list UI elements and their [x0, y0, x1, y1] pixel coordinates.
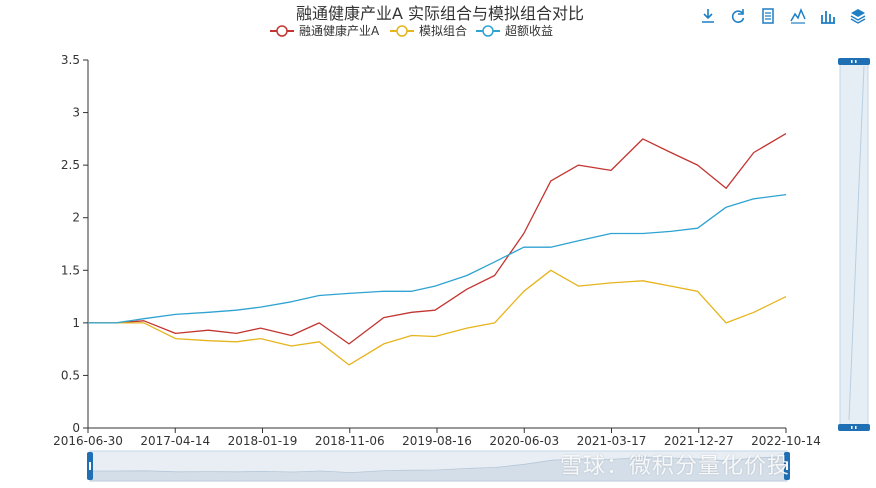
x-tick-label: 2020-06-03	[489, 434, 559, 448]
download-icon[interactable]	[698, 6, 718, 26]
slider-track[interactable]	[839, 61, 869, 429]
series-line-2	[88, 269, 787, 366]
bar-chart-icon[interactable]	[818, 6, 838, 26]
y-tick-label: 3.5	[61, 53, 80, 67]
slider-handle-grip	[855, 60, 857, 63]
y-tick-label: 2	[72, 211, 80, 225]
chart-legend: 融通健康产业A 模拟组合 超额收益	[270, 23, 553, 38]
zoom-handle-grip	[786, 462, 788, 470]
data-view-icon[interactable]	[758, 6, 778, 26]
slider-handle[interactable]	[838, 58, 870, 65]
y-tick-label: 1	[72, 316, 80, 330]
stack-icon[interactable]	[848, 6, 868, 26]
legend-swatch-marker	[482, 25, 494, 37]
slider-handle-grip	[851, 426, 853, 429]
chart-axes: 0 0.5 1 1.5 2 2.5 3 3.5 2016-06-30 2017-04-14 2018…	[53, 53, 821, 448]
slider-preview-line	[848, 65, 865, 421]
y-tick-label: 1.5	[61, 263, 80, 277]
legend-swatch-marker	[396, 25, 408, 37]
refresh-icon[interactable]	[728, 6, 748, 26]
data-zoom-bar[interactable]	[87, 450, 790, 482]
y-tick-label: 2.5	[61, 158, 80, 172]
chart-title: 融通健康产业A 实际组合与模拟组合对比	[296, 4, 584, 23]
x-tick-label: 2019-08-16	[402, 434, 472, 448]
zoom-preview-area	[89, 456, 788, 482]
y-tick-label: 0.5	[61, 368, 80, 382]
x-tick-label: 2016-06-30	[53, 434, 123, 448]
y-tick-label: 0	[72, 421, 80, 435]
range-slider[interactable]	[838, 58, 870, 431]
legend-label[interactable]: 超额收益	[505, 23, 553, 38]
slider-handle-grip	[851, 60, 853, 63]
slider-handle[interactable]	[838, 424, 870, 431]
series-group	[88, 133, 787, 366]
x-tick-label: 2021-03-17	[577, 434, 647, 448]
line-chart-icon[interactable]	[788, 6, 808, 26]
legend-label[interactable]: 模拟组合	[419, 23, 467, 38]
chart-toolbox	[698, 6, 868, 26]
x-tick-label: 2022-10-14	[751, 434, 821, 448]
legend-label[interactable]: 融通健康产业A	[299, 23, 380, 38]
zoom-handle-grip	[89, 462, 91, 470]
x-tick-label: 2018-01-19	[228, 434, 298, 448]
x-tick-label: 2018-11-06	[315, 434, 385, 448]
series-line-1	[88, 133, 787, 345]
watermark-text: 雪球：微积分量化价投	[560, 454, 791, 479]
slider-handle-grip	[855, 426, 857, 429]
series-line-3	[88, 193, 787, 324]
x-tick-label: 2017-04-14	[140, 434, 210, 448]
x-tick-label: 2021-12-27	[664, 434, 734, 448]
legend-swatch-marker	[276, 25, 288, 37]
y-tick-label: 3	[72, 106, 80, 120]
